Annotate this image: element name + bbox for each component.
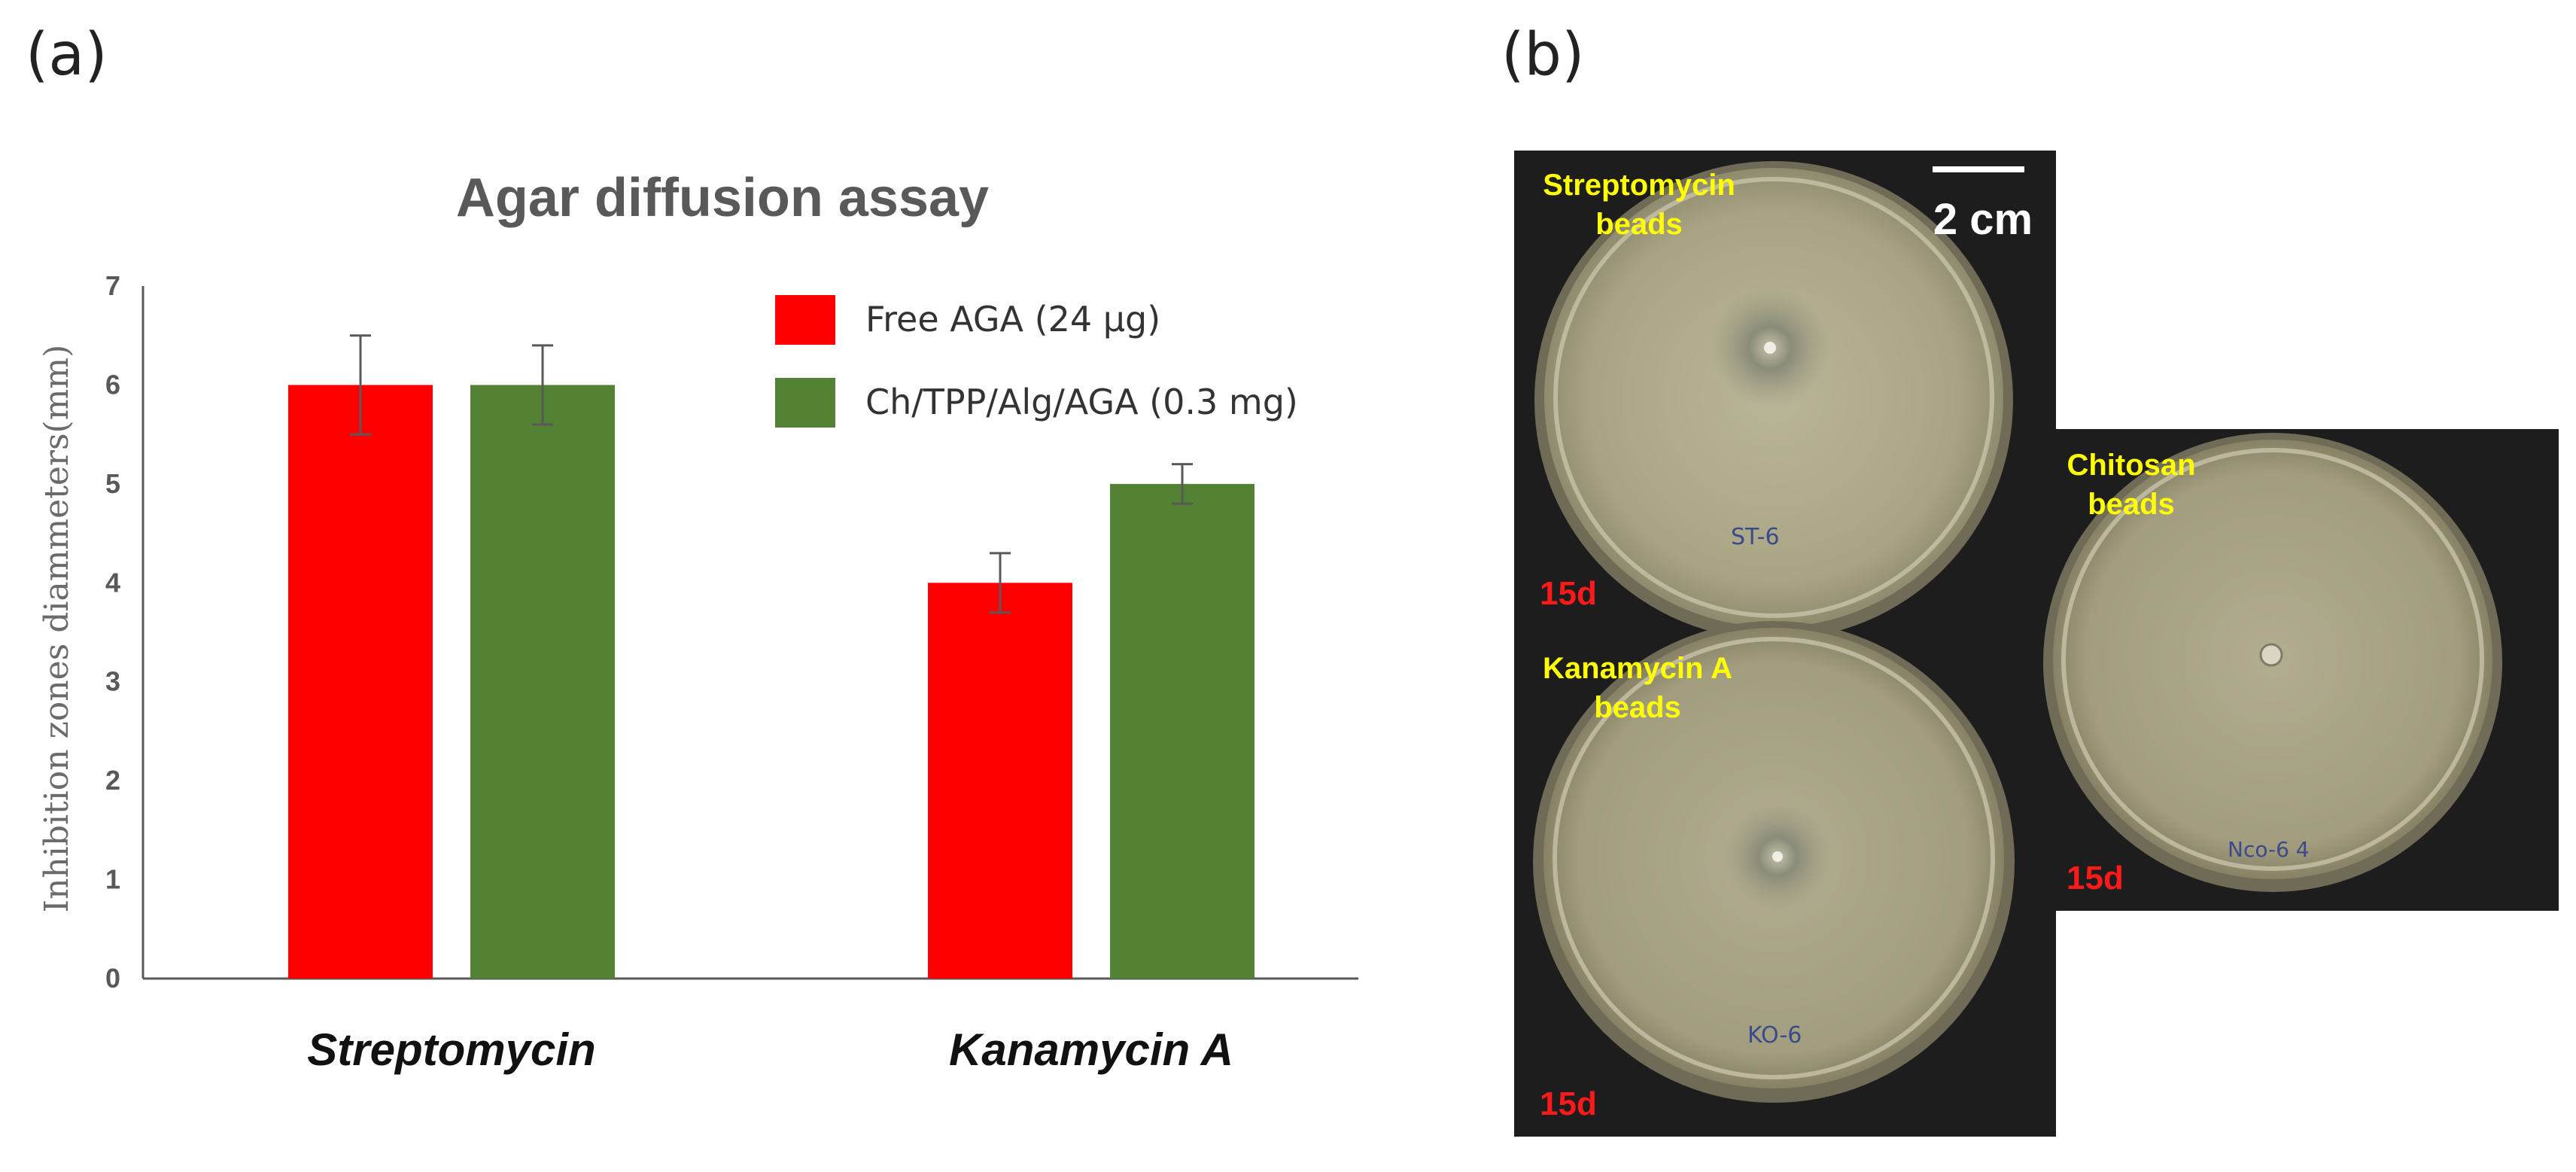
legend-swatch xyxy=(775,295,835,345)
y-tick-label: 5 xyxy=(105,468,120,499)
plate-mark-st6: ST-6 xyxy=(1731,524,1780,550)
chart-bars xyxy=(288,334,1255,979)
chart-title: Agar diffusion assay xyxy=(456,168,989,228)
legend-swatch xyxy=(775,378,835,428)
x-category-label: Kanamycin A xyxy=(949,1024,1233,1075)
y-tick-label: 4 xyxy=(105,567,120,598)
x-category-label: Streptomycin xyxy=(307,1024,595,1075)
plate-mark-ko6: KO-6 xyxy=(1747,1022,1802,1049)
photo-label-streptomycin: Streptomycin beads xyxy=(1543,169,1735,241)
photo-streptomycin-plate xyxy=(1514,151,2056,640)
photo-time-right: 15d xyxy=(2067,860,2124,897)
y-tick-label: 2 xyxy=(105,765,120,796)
photo-chitosan-plate xyxy=(2043,429,2559,911)
photo-label-kanamycin: Kanamycin A beads xyxy=(1543,652,1732,724)
bar-chart: Agar diffusion assay Inhibition zones di… xyxy=(38,168,1358,1075)
panel-b-label: (b) xyxy=(1501,21,1585,89)
photo-time-top-left: 15d xyxy=(1540,575,1597,612)
photo-label-chitosan: Chitosan beads xyxy=(2067,449,2196,521)
y-tick-label: 0 xyxy=(105,963,120,994)
bar-kanamycin-a-series-2 xyxy=(1110,483,1255,979)
photo-time-bottom-left: 15d xyxy=(1540,1085,1597,1122)
scale-bar-label: 2 cm xyxy=(1933,195,2033,244)
y-tick-label: 3 xyxy=(105,666,120,697)
photo-kanamycin-plate xyxy=(1514,621,2056,1137)
bar-streptomycin-series-2 xyxy=(470,385,615,979)
legend-label: Free AGA (24 µg) xyxy=(865,299,1160,339)
y-tick-label: 7 xyxy=(105,270,120,301)
legend-label: Ch/TPP/Alg/AGA (0.3 mg) xyxy=(865,382,1298,422)
panel-a-label: (a) xyxy=(26,21,108,89)
y-tick-label: 6 xyxy=(105,369,120,400)
y-tick-label: 1 xyxy=(105,864,120,895)
chart-legend: Free AGA (24 µg) Ch/TPP/Alg/AGA (0.3 mg) xyxy=(775,295,1298,428)
y-axis-label: Inhibition zones diammeters(mm) xyxy=(38,345,76,913)
bar-kanamycin-a-series-1 xyxy=(928,583,1072,979)
bar-streptomycin-series-1 xyxy=(288,385,433,979)
plate-mark-nco6: Nco-6 4 xyxy=(2228,837,2310,862)
chart-axes: 0 1 2 3 4 5 6 7 Streptomycin Kanamycin A xyxy=(105,270,1358,1075)
